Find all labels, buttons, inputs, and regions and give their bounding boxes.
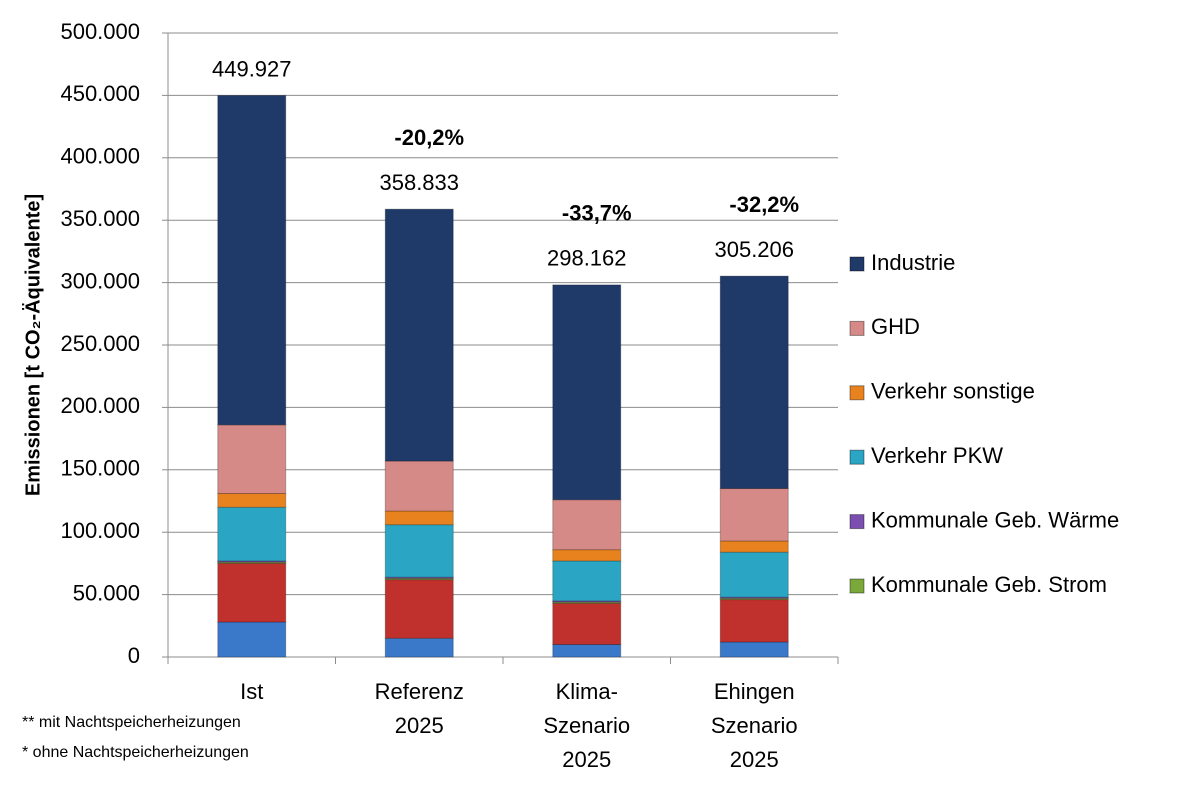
footnote: ** mit Nachtspeicherheizungen xyxy=(22,714,241,731)
x-tick-label: Ist xyxy=(240,679,263,704)
change-label: -32,2% xyxy=(729,192,799,217)
legend-label: GHD xyxy=(871,314,920,339)
y-tick-label: 350.000 xyxy=(60,206,140,231)
legend-swatch xyxy=(849,256,865,272)
legend-label: Verkehr sonstige xyxy=(871,379,1035,404)
x-tick-label: Szenario xyxy=(543,713,630,738)
bar-segment xyxy=(719,275,789,490)
total-label: 298.162 xyxy=(547,246,627,271)
change-label: -33,7% xyxy=(562,201,632,226)
bar-segment xyxy=(719,540,789,553)
x-tick-label: 2025 xyxy=(730,747,779,772)
y-tick-label: 200.000 xyxy=(60,393,140,418)
y-tick-label: 300.000 xyxy=(60,268,140,293)
x-tick-label: 2025 xyxy=(562,747,611,772)
bar-segment xyxy=(217,424,287,495)
bar-segment xyxy=(384,510,454,526)
bar-segment xyxy=(552,284,622,501)
legend-swatch xyxy=(849,578,865,594)
bar-segment xyxy=(217,506,287,562)
bar-segment xyxy=(384,637,454,658)
x-tick-label: Klima- xyxy=(556,679,618,704)
bar-segment xyxy=(552,644,622,658)
legend-swatch xyxy=(849,514,865,530)
bar-segment xyxy=(384,579,454,639)
bar-segment xyxy=(552,499,622,551)
y-axis-label: Emissionen [t CO₂-Äquivalente] xyxy=(21,194,44,496)
bar-segment xyxy=(217,562,287,623)
y-tick-label: 400.000 xyxy=(60,144,140,169)
y-tick-label: 500.000 xyxy=(60,19,140,44)
x-tick-label: Szenario xyxy=(711,713,798,738)
bar-segment xyxy=(217,493,287,508)
legend-swatch xyxy=(849,449,865,465)
y-tick-label: 150.000 xyxy=(60,456,140,481)
total-label: 449.927 xyxy=(212,56,292,81)
bar-segment xyxy=(552,602,622,646)
bar-segment xyxy=(217,94,287,426)
legend-label: Kommunale Geb. Wärme xyxy=(871,507,1119,532)
y-tick-label: 450.000 xyxy=(60,81,140,106)
bar-segment xyxy=(719,641,789,658)
bar-segment xyxy=(552,600,622,603)
y-tick-label: 0 xyxy=(128,643,140,668)
bar-segment xyxy=(552,560,622,602)
y-tick-label: 100.000 xyxy=(60,518,140,543)
bar-segment xyxy=(384,524,454,578)
y-tick-label: 250.000 xyxy=(60,331,140,356)
bar-segment xyxy=(217,621,287,658)
footnote: * ohne Nachtspeicherheizungen xyxy=(22,744,249,761)
total-label: 358.833 xyxy=(379,170,459,195)
legend-label: Kommunale Geb. Strom xyxy=(871,572,1107,597)
bar-segment xyxy=(719,599,789,643)
y-tick-label: 50.000 xyxy=(73,580,140,605)
bar-segment xyxy=(384,460,454,512)
x-tick-label: 2025 xyxy=(395,713,444,738)
change-label: -20,2% xyxy=(394,125,464,150)
x-tick-label: Referenz xyxy=(375,679,464,704)
legend-swatch xyxy=(849,385,865,401)
legend-label: Verkehr PKW xyxy=(871,443,1003,468)
total-label: 305.206 xyxy=(714,237,794,262)
legend-label: Industrie xyxy=(871,250,955,275)
bar-segment xyxy=(384,208,454,462)
bar-segment xyxy=(552,549,622,562)
legend-swatch xyxy=(849,320,865,336)
x-tick-label: Ehingen xyxy=(714,679,795,704)
bar-segment xyxy=(719,488,789,542)
bar-segment xyxy=(719,551,789,598)
